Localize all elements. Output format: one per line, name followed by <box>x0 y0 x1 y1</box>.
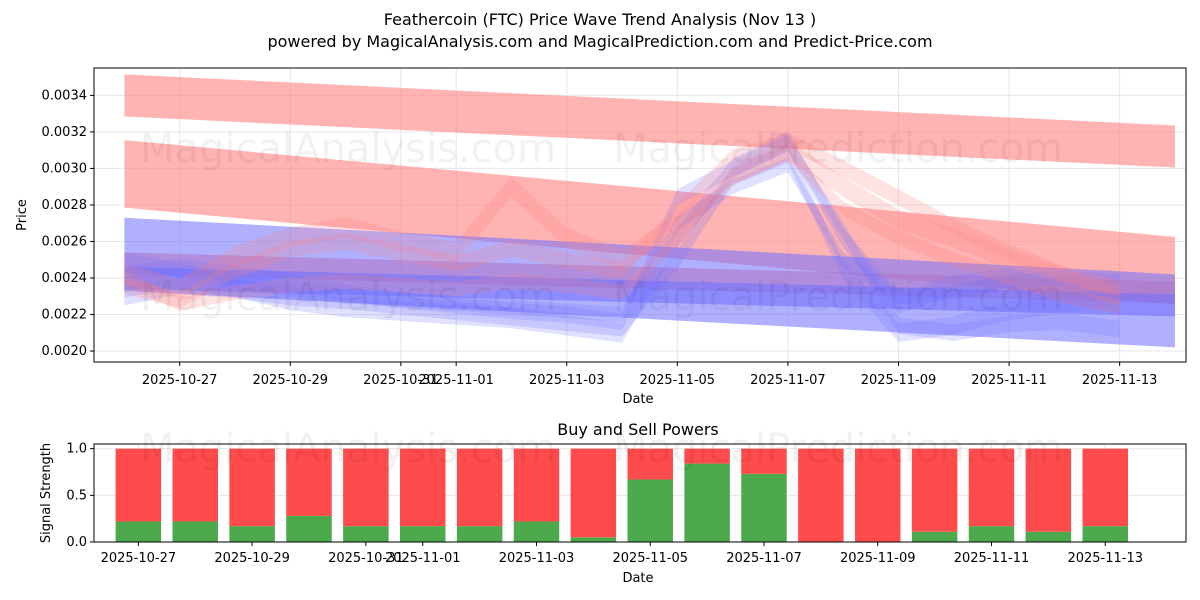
power-x-axis-label: Date <box>622 571 653 586</box>
power-y-ticks: 0.0 0.5 1.0 <box>66 442 94 550</box>
sell-power-bar <box>1082 448 1128 527</box>
buy-power-bar <box>968 526 1015 542</box>
sell-power-bar <box>513 448 560 522</box>
sell-power-bar <box>286 448 332 516</box>
blue-wave-series <box>124 134 1120 341</box>
price-y-axis-label: Price <box>15 199 30 231</box>
buy-power-bar <box>399 526 446 542</box>
chart-title-line1: Feathercoin (FTC) Price Wave Trend Analy… <box>384 10 816 29</box>
price-x-tick-label: 2025-10-27 <box>142 373 218 388</box>
buy-power-bar <box>456 526 503 542</box>
sell-power-bar <box>399 448 446 527</box>
power-x-tick-label: 2025-11-13 <box>1067 551 1143 566</box>
price-x-tick-label: 2025-11-05 <box>640 373 716 388</box>
price-y-tick-label: 0.0034 <box>42 88 88 103</box>
sell-power-bar <box>854 448 901 542</box>
red-wave-series <box>124 140 1120 307</box>
watermark-prediction-bottom: MagicalPrediction.com <box>613 426 1063 472</box>
sell-power-bar <box>229 448 275 527</box>
buy-power-bar <box>627 479 673 542</box>
power-x-tick-label: 2025-10-29 <box>214 551 290 566</box>
red-trend-band <box>124 74 1175 168</box>
price-x-tick-label: 2025-10-29 <box>253 373 329 388</box>
buy-power-bar <box>1025 531 1072 542</box>
price-x-tick-label: 2025-11-01 <box>418 373 494 388</box>
sell-power-bar <box>968 448 1015 527</box>
sell-power-bar <box>684 448 730 464</box>
power-x-tick-label: 2025-10-27 <box>101 551 177 566</box>
price-x-axis-label: Date <box>622 392 653 407</box>
power-y-tick-label: 0.5 <box>66 488 87 503</box>
buy-power-bar <box>115 521 162 542</box>
price-x-tick-label: 2025-11-13 <box>1082 373 1158 388</box>
watermark-prediction-mid: MagicalPrediction.com <box>613 274 1063 320</box>
buy-power-bar <box>741 473 787 542</box>
power-axes-frame <box>93 443 1187 543</box>
red-wave-series <box>124 146 1120 315</box>
buy-power-bar <box>286 515 332 542</box>
price-y-tick-label: 0.0020 <box>42 344 88 359</box>
power-x-ticks: 2025-10-27 2025-10-29 2025-10-312025-11-01… <box>101 542 1143 566</box>
price-x-tick-label: 2025-11-09 <box>861 373 937 388</box>
price-y-tick-label: 0.0022 <box>42 308 88 323</box>
price-wave-series <box>124 131 1120 343</box>
buy-power-bar <box>684 463 730 542</box>
power-x-tick-label: 2025-11-09 <box>840 551 916 566</box>
watermark-analysis-bottom: MagicalAnalysis.com <box>140 426 556 472</box>
price-x-tick-label: 2025-11-07 <box>750 373 826 388</box>
sell-power-bar <box>172 448 218 522</box>
price-y-tick-label: 0.0030 <box>42 161 88 176</box>
buy-power-bar <box>1082 526 1128 542</box>
price-y-tick-label: 0.0028 <box>42 198 88 213</box>
sell-power-bar <box>798 448 844 542</box>
power-x-tick-label: 2025-11-05 <box>612 551 688 566</box>
power-bars <box>115 448 1128 542</box>
buy-power-bar <box>911 531 958 542</box>
sell-power-bar <box>456 448 503 527</box>
buy-power-bar <box>229 526 275 542</box>
power-x-tick-label: 2025-10-31 <box>328 551 404 566</box>
price-x-tick-label: 2025-10-31 <box>363 373 439 388</box>
power-x-tick-label: 2025-11-11 <box>954 551 1030 566</box>
price-trend-bands <box>124 74 1175 348</box>
buy-power-bar <box>172 521 218 542</box>
price-panel: MagicalAnalysis.com MagicalPrediction.co… <box>15 67 1187 407</box>
watermark-prediction-top: MagicalPrediction.com <box>613 126 1063 172</box>
price-x-tick-label: 2025-11-11 <box>971 373 1047 388</box>
power-x-tick-label: 2025-11-01 <box>385 551 461 566</box>
sell-power-bar <box>115 448 162 522</box>
power-y-tick-label: 1.0 <box>66 442 87 457</box>
power-y-tick-label: 0.0 <box>66 535 87 550</box>
sell-power-bar <box>570 448 617 538</box>
price-y-ticks: 0.0020 0.0022 0.0024 0.0026 0.0028 0.0030 0.00… <box>42 88 94 359</box>
power-x-tick-label: 2025-11-03 <box>499 551 575 566</box>
buy-power-bar <box>513 521 560 542</box>
power-x-tick-label: 2025-11-07 <box>726 551 802 566</box>
sell-power-bar <box>627 448 673 480</box>
power-chart-title: Buy and Sell Powers <box>557 420 719 439</box>
red-wave-series <box>124 132 1120 309</box>
watermark-analysis-top: MagicalAnalysis.com <box>140 126 556 172</box>
chart-title-line2: powered by MagicalAnalysis.com and Magic… <box>267 32 932 51</box>
price-x-tick-label: 2025-11-03 <box>529 373 605 388</box>
sell-power-bar <box>741 448 787 474</box>
buy-power-bar <box>343 526 389 542</box>
price-x-ticks: 2025-10-27 2025-10-29 2025-10-312025-11-01… <box>142 362 1158 388</box>
buy-power-bar <box>570 537 617 542</box>
price-y-tick-label: 0.0032 <box>42 125 88 140</box>
price-y-tick-label: 0.0024 <box>42 271 88 286</box>
blue-trend-band <box>124 267 1175 317</box>
price-axes-frame <box>93 67 1187 363</box>
sell-power-bar <box>1025 448 1072 532</box>
sell-power-bar <box>343 448 389 527</box>
price-y-tick-label: 0.0026 <box>42 234 88 249</box>
sell-power-bar <box>911 448 958 532</box>
blue-wave-series <box>124 157 1120 322</box>
power-y-axis-label: Signal Strength <box>39 443 54 543</box>
watermark-analysis-mid: MagicalAnalysis.com <box>140 274 556 320</box>
power-panel: Buy and Sell Powers MagicalAnalysis.com … <box>39 420 1187 586</box>
